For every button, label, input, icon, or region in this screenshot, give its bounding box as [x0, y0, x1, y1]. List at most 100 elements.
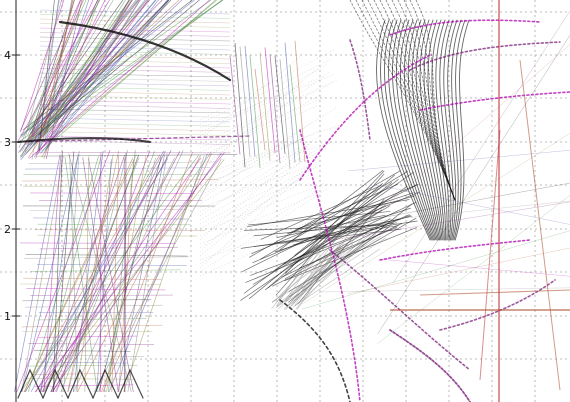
series-line-153	[26, 288, 166, 291]
series-line-189	[39, 95, 231, 100]
series-line-219	[199, 136, 304, 197]
series-line-49	[38, 0, 169, 136]
series-line-90	[69, 154, 79, 393]
series-line-248	[269, 54, 281, 164]
series-curve-343	[451, 19, 462, 241]
series-line-147	[25, 254, 188, 257]
plot-lines	[14, 0, 570, 402]
series-line-321	[271, 223, 338, 309]
series-line-53	[35, 0, 106, 143]
sawtooth-3	[92, 368, 119, 399]
series-curve-326	[384, 19, 433, 241]
series-line-239	[199, 214, 337, 277]
series-line-201	[199, 58, 333, 125]
series-line-5	[45, 0, 83, 160]
series-line-241	[234, 43, 246, 168]
series-line-262	[260, 185, 381, 240]
series-line-240	[229, 55, 241, 155]
series-line-171	[39, 14, 231, 19]
series-line-33	[29, 0, 163, 134]
series-line-98	[40, 154, 79, 393]
series-curve-328	[391, 19, 436, 241]
series-line-231	[199, 193, 318, 245]
sawtooth-0	[17, 368, 44, 399]
series-curve-339	[435, 19, 450, 241]
series-line-55	[20, 0, 212, 136]
series-line-250	[279, 59, 291, 169]
series-line-28	[20, 0, 81, 131]
series-line-188	[39, 90, 231, 96]
series-line-48	[31, 0, 60, 160]
series-line-192	[39, 108, 231, 114]
series-line-79	[39, 155, 102, 393]
series-line-293	[275, 173, 385, 296]
brown-hline-1	[419, 289, 570, 296]
series-line-65	[35, 0, 75, 160]
series-line-363	[347, 247, 570, 294]
series-line-42	[44, 0, 133, 143]
series-curve-351	[379, 0, 456, 201]
series-line-238	[199, 188, 328, 273]
series-line-260	[253, 222, 398, 237]
series-line-187	[39, 86, 231, 91]
y-tick-4-label: 4	[4, 49, 11, 62]
purple-arc-2	[299, 54, 431, 181]
series-line-71	[76, 155, 201, 393]
series-curve-342	[447, 19, 458, 241]
series-line-198	[39, 135, 231, 141]
series-line-89	[52, 151, 63, 393]
series-line-207	[199, 82, 334, 149]
series-line-270	[251, 183, 419, 255]
series-line-366	[324, 201, 570, 242]
series-line-158	[37, 318, 147, 321]
series-line-160	[22, 330, 153, 333]
series-line-168	[25, 378, 135, 380]
series-line-277	[290, 205, 391, 267]
series-curve-348	[361, 0, 456, 201]
series-line-170	[39, 9, 231, 15]
series-line-126	[51, 152, 222, 393]
series-line-166	[26, 365, 138, 367]
series-line-209	[199, 105, 318, 157]
series-line-308	[276, 224, 331, 305]
series-line-237	[199, 174, 303, 269]
top-arc	[58, 20, 232, 82]
series-line-225	[199, 147, 328, 221]
y-tick-1-label: 1	[4, 310, 11, 323]
series-line-183	[39, 68, 231, 73]
series-line-255	[246, 199, 410, 228]
series-line-143	[35, 229, 205, 231]
red-diag	[479, 129, 501, 381]
series-line-75	[42, 152, 212, 393]
series-line-149	[36, 264, 187, 266]
series-line-242	[239, 46, 251, 158]
series-line-290	[264, 204, 381, 291]
series-line-361	[348, 149, 570, 172]
series-line-190	[39, 99, 231, 105]
series-line-150	[30, 269, 181, 272]
series-line-287	[252, 204, 387, 285]
series-line-61	[28, 0, 147, 138]
series-line-230	[199, 142, 312, 241]
series-line-252	[289, 64, 301, 163]
series-curve-338	[431, 19, 448, 241]
series-line-316	[292, 248, 380, 308]
series-curve-349	[367, 0, 456, 201]
series-line-364	[301, 133, 570, 305]
series-line-292	[243, 179, 399, 294]
series-line-142	[37, 223, 191, 226]
series-line-215	[199, 138, 306, 181]
series-line-203	[199, 74, 334, 133]
series-line-227	[199, 172, 316, 229]
series-curve-335	[419, 19, 444, 241]
series-line-120	[93, 158, 222, 393]
series-line-36	[25, 0, 180, 142]
series-line-200	[199, 49, 335, 121]
series-line-253	[294, 40, 306, 163]
series-line-313	[274, 229, 342, 302]
series-line-184	[39, 72, 231, 78]
series-line-362	[377, 195, 570, 344]
series-curve-353	[391, 0, 456, 201]
